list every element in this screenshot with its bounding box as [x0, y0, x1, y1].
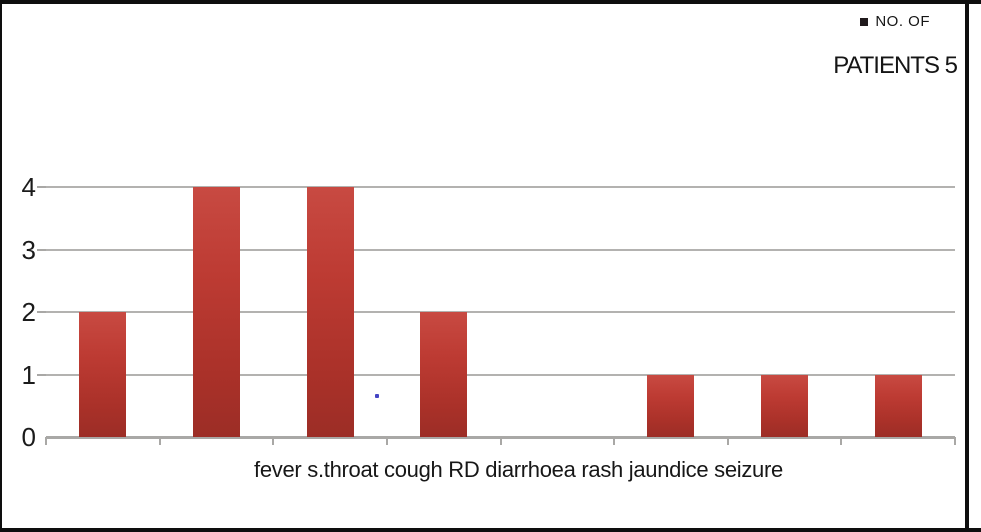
y-axis-tick-label-1: 1 — [21, 359, 36, 390]
bar-RD — [420, 312, 468, 437]
legend-series-marker-icon — [860, 17, 869, 26]
gridline-1 — [46, 373, 955, 376]
bar-cough — [306, 187, 354, 437]
bar-s.throat — [192, 187, 240, 437]
legend-label-line1: NO. OF — [875, 13, 930, 30]
x-tick-2 — [272, 437, 275, 445]
y-axis-tick-label-4: 4 — [21, 172, 36, 202]
x-axis-label: fever s.throat cough RD diarrhoea rash j… — [254, 457, 783, 482]
gridline-4 — [46, 186, 955, 188]
x-tick-1 — [158, 437, 161, 445]
frame-border-left — [0, 0, 2, 532]
x-tick-7 — [840, 437, 843, 445]
stray-dot-artifact — [375, 394, 379, 398]
y-tick-1 — [37, 373, 46, 376]
y-tick-3 — [37, 248, 46, 251]
x-tick-3 — [385, 437, 388, 445]
bar-fever — [79, 312, 127, 437]
x-tick-8 — [954, 437, 956, 445]
legend-label-line2: PATIENTS 5 — [833, 52, 958, 79]
legend: NO. OF — [860, 13, 930, 30]
gridline-2 — [46, 311, 955, 313]
y-axis-tick-label-0: 0 — [21, 422, 36, 452]
frame-border-right — [965, 0, 969, 532]
y-tick-2 — [37, 311, 46, 313]
frame-border-bottom — [0, 528, 981, 532]
x-tick-4 — [499, 437, 502, 445]
bar-rash — [647, 374, 695, 437]
frame-border-top — [0, 0, 981, 4]
plot-area: 0 1 2 3 4 — [22, 172, 956, 452]
x-tick-6 — [726, 437, 729, 445]
x-tick-5 — [613, 437, 616, 445]
x-tick-0 — [45, 437, 47, 445]
bar-jaundice — [761, 374, 809, 437]
gridline-3 — [46, 248, 955, 251]
y-axis-tick-label-2: 2 — [21, 297, 36, 327]
y-tick-4 — [37, 186, 46, 188]
bar-seizure — [874, 374, 922, 437]
y-axis-tick-label-3: 3 — [21, 234, 36, 265]
